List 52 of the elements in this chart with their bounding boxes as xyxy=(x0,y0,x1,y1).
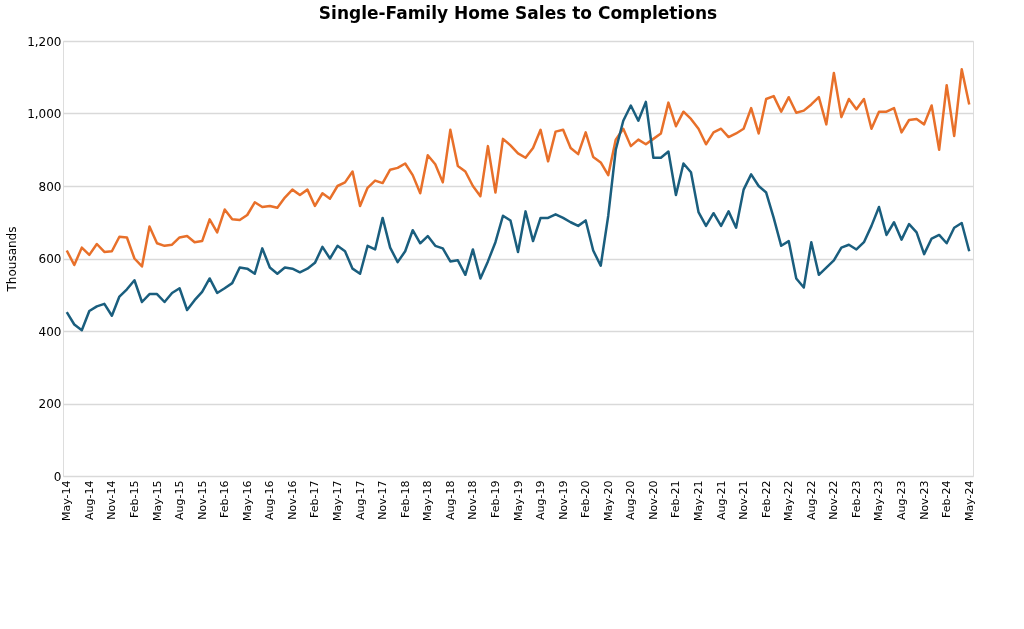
x-tick-label: Nov-21 xyxy=(737,480,751,520)
x-tick-label: Nov-19 xyxy=(556,480,570,520)
x-tick-label: Aug-18 xyxy=(443,480,457,520)
x-tick-label: Aug-17 xyxy=(353,480,367,520)
y-tick-label: 200 xyxy=(38,397,62,411)
y-tick-label: 600 xyxy=(38,252,62,266)
x-tick-label: May-15 xyxy=(150,480,164,522)
x-tick-label: May-23 xyxy=(872,480,886,522)
y-tick-label: 1,200 xyxy=(27,34,62,49)
x-tick-label: Aug-21 xyxy=(714,480,728,520)
x-tick-label: Aug-20 xyxy=(624,480,638,520)
x-tick-label: Feb-15 xyxy=(127,480,141,518)
x-tick-label: May-21 xyxy=(692,480,705,522)
x-tick-label: Nov-15 xyxy=(195,480,209,520)
x-tick-label: Nov-23 xyxy=(917,480,931,520)
y-axis-title: Thousands xyxy=(5,226,20,293)
x-tick-label: Feb-22 xyxy=(759,480,773,518)
x-tick-label: Aug-19 xyxy=(534,480,548,520)
y-tick-label: 800 xyxy=(38,179,62,194)
x-tick-label: Aug-15 xyxy=(173,480,187,520)
x-tick-label: May-16 xyxy=(240,480,254,522)
x-tick-label: Aug-16 xyxy=(263,480,277,520)
x-tick-label: May-19 xyxy=(511,480,525,522)
y-tick-label: 1,000 xyxy=(27,107,62,121)
x-tick-label: Feb-16 xyxy=(218,480,232,518)
x-tick-label: May-18 xyxy=(421,480,435,522)
x-tick-label: Feb-19 xyxy=(488,480,502,518)
y-tick-label: 0 xyxy=(53,469,62,484)
line-series xyxy=(65,100,971,332)
x-tick-label: Feb-20 xyxy=(579,480,593,518)
x-tick-label: Feb-17 xyxy=(308,480,322,518)
x-tick-label: Aug-22 xyxy=(804,480,818,520)
x-tick-label: Nov-18 xyxy=(466,480,480,520)
y-tick-label: 400 xyxy=(38,324,62,339)
x-tick-label: Feb-24 xyxy=(940,480,954,518)
x-tick-label: Nov-16 xyxy=(285,480,299,520)
x-tick-label: Nov-17 xyxy=(376,480,390,520)
x-tick-label: Feb-18 xyxy=(398,480,412,518)
x-tick-label: Feb-23 xyxy=(849,480,863,518)
x-tick-label: Nov-20 xyxy=(646,480,660,520)
line-series xyxy=(65,68,971,268)
x-tick-label: Feb-21 xyxy=(669,480,683,518)
x-tick-label: Nov-14 xyxy=(105,480,119,520)
x-tick-label: Nov-22 xyxy=(827,480,841,520)
x-tick-label: May-20 xyxy=(601,480,615,522)
x-tick-label: May-17 xyxy=(331,480,344,522)
chart-title: Single-Family Home Sales to Completions xyxy=(318,3,718,23)
x-tick-label: Aug-23 xyxy=(895,480,909,520)
x-tick-label: May-22 xyxy=(782,480,796,522)
x-tick-label: May-14 xyxy=(60,480,74,522)
x-tick-label: May-24 xyxy=(962,480,976,522)
x-tick-label: Aug-14 xyxy=(82,480,96,520)
